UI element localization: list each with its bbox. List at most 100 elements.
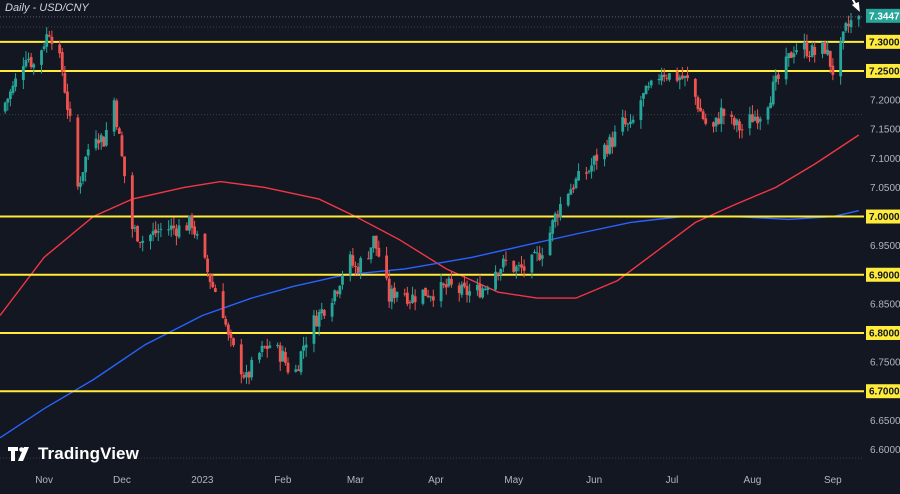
candle <box>605 139 609 157</box>
candle-body <box>421 289 425 304</box>
candle <box>431 289 435 307</box>
candle <box>296 365 300 371</box>
candle <box>828 50 832 74</box>
candle <box>499 268 503 281</box>
candle-body <box>766 107 770 120</box>
candle-body <box>188 215 191 231</box>
price-axis[interactable]: 6.6000 6.6500 6.7000 6.7500 6.8000 6.8500 6.90… <box>866 8 900 456</box>
candle-body <box>442 283 446 286</box>
candle <box>551 218 555 242</box>
candle <box>813 41 817 63</box>
candle-body <box>130 175 134 230</box>
candle <box>559 196 562 221</box>
candle-body <box>481 288 484 298</box>
candle-body <box>115 100 119 128</box>
candle-body <box>424 287 427 296</box>
candle <box>535 246 539 262</box>
candle <box>136 225 139 243</box>
candle <box>156 223 160 242</box>
candle-body <box>11 85 15 94</box>
candle <box>857 14 861 27</box>
candle-body <box>574 178 578 188</box>
candle <box>823 40 827 55</box>
candle <box>369 247 373 264</box>
candle-body <box>675 71 679 81</box>
candle-body <box>206 258 209 273</box>
candle-body <box>849 20 853 28</box>
candle-body <box>447 278 451 287</box>
candle-body <box>613 131 617 147</box>
candle <box>644 84 648 95</box>
candle <box>442 282 446 289</box>
candle-body <box>76 117 80 187</box>
horizontal-levels[interactable] <box>0 40 864 393</box>
candle-body <box>730 114 734 117</box>
candle <box>595 148 599 170</box>
candle <box>377 240 381 258</box>
candle <box>463 275 466 289</box>
candle <box>665 74 669 81</box>
time-axis[interactable]: Nov Dec 2023 Feb Mar Apr May Jun Jul Aug Sep <box>35 475 842 486</box>
candle <box>686 66 689 82</box>
candle <box>468 283 472 303</box>
candle-body <box>159 228 163 230</box>
candle-body <box>60 52 64 73</box>
candle <box>429 295 433 302</box>
level-tag-6.9000[interactable] <box>866 267 900 282</box>
candle <box>84 155 88 182</box>
candle <box>354 261 357 275</box>
candle-body <box>533 251 536 254</box>
candle-body <box>623 118 627 125</box>
candle-body <box>392 287 396 298</box>
candle <box>738 118 741 139</box>
level-tag-7.2500[interactable] <box>866 63 900 78</box>
time-axis-label-Aug: Aug <box>744 475 762 486</box>
candle <box>795 43 798 55</box>
candle <box>639 95 643 129</box>
candle <box>29 52 33 70</box>
candle <box>426 289 430 299</box>
price-axis-label: 7.3000 <box>869 37 900 48</box>
candle-body <box>686 75 689 79</box>
candle-body <box>608 136 612 154</box>
level-tag-6.8000[interactable] <box>866 325 900 340</box>
tradingview-logo-text: TradingView <box>38 444 139 463</box>
candle-body <box>642 93 645 99</box>
candle-body <box>504 259 508 261</box>
candle-body <box>245 372 248 378</box>
candle-body <box>553 213 557 222</box>
candle <box>281 345 285 362</box>
candle <box>460 281 464 298</box>
candle-body <box>753 116 757 121</box>
candle <box>577 163 580 181</box>
candle <box>86 143 90 160</box>
candle <box>629 114 632 128</box>
candle <box>66 83 69 119</box>
candle-body <box>348 254 352 275</box>
candle-body <box>377 247 381 257</box>
candle-body <box>84 156 88 173</box>
candle-body <box>841 31 845 42</box>
candle <box>572 184 575 194</box>
candle <box>802 33 806 59</box>
last-price-tag[interactable] <box>866 8 900 23</box>
candle-body <box>175 228 178 237</box>
candle <box>821 41 824 59</box>
level-tag-6.7000[interactable] <box>866 384 900 399</box>
candle <box>569 183 573 195</box>
candle-body <box>403 293 407 295</box>
level-tag-7.3000[interactable] <box>866 34 900 49</box>
candle-body <box>278 345 282 362</box>
candle-body <box>647 86 651 88</box>
candle-body <box>805 41 809 57</box>
candle <box>831 58 835 81</box>
level-tag-7.0000[interactable] <box>866 209 900 224</box>
candle <box>195 230 199 240</box>
candle <box>356 263 360 275</box>
candle <box>45 27 49 53</box>
candle <box>94 130 98 151</box>
candle-body <box>514 266 518 272</box>
